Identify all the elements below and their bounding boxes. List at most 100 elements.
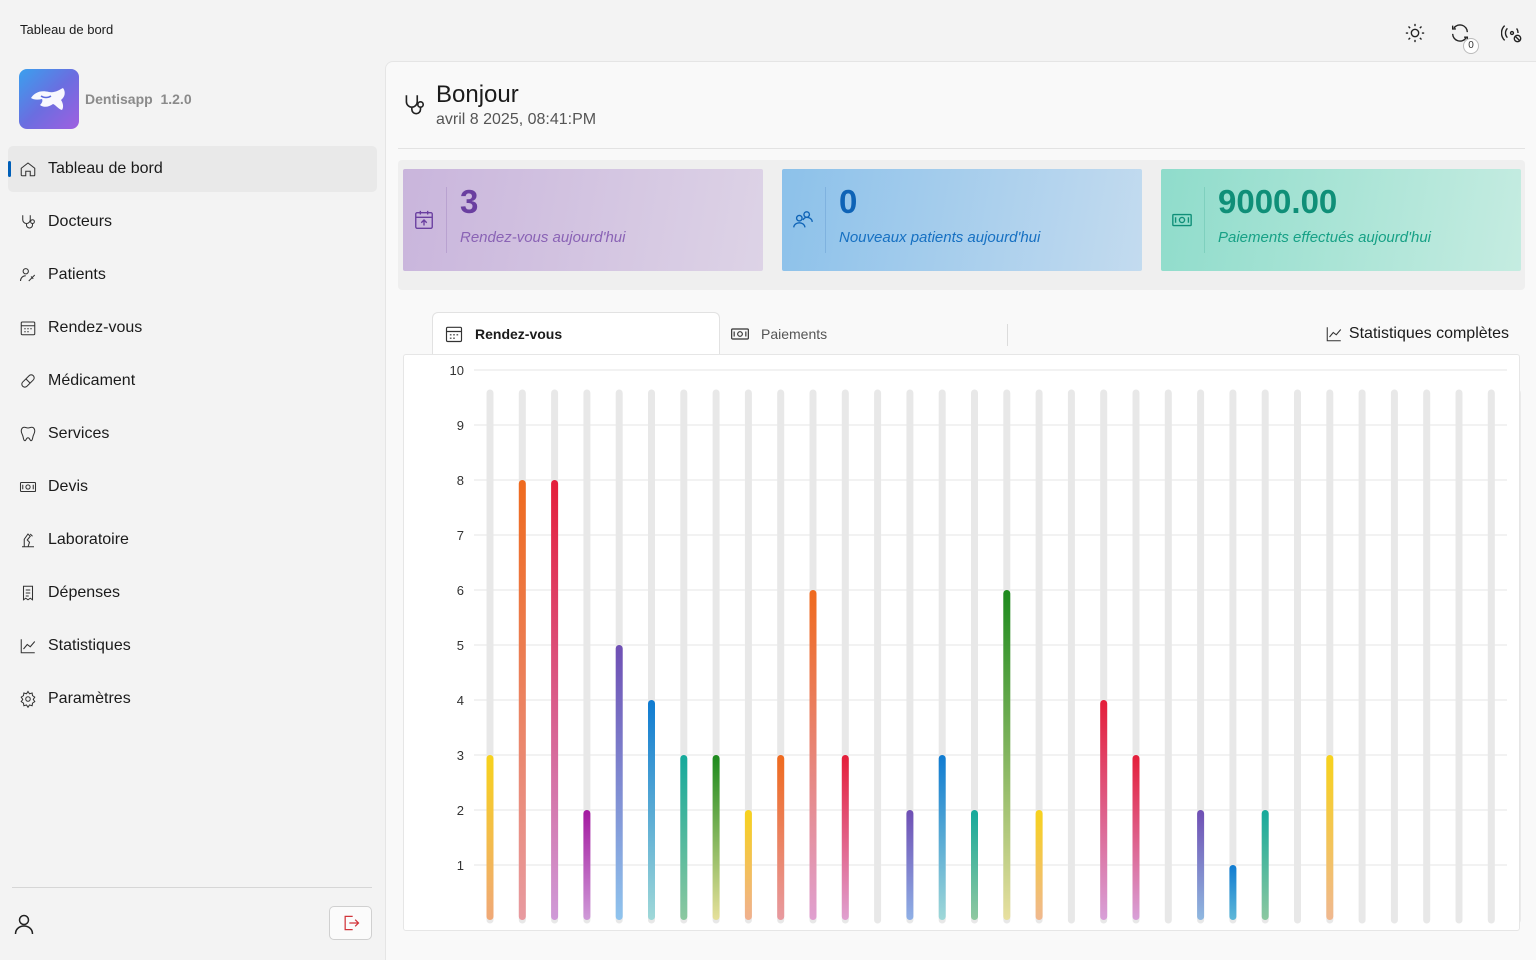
sync-button[interactable]: 0 bbox=[1447, 20, 1479, 54]
bar[interactable] bbox=[615, 645, 623, 920]
bar[interactable] bbox=[1197, 810, 1205, 920]
y-tick-label: 2 bbox=[457, 803, 464, 818]
sidebar-item-label: Services bbox=[48, 425, 110, 442]
card-value: 0 bbox=[839, 183, 858, 220]
sidebar-item-tableau-de-bord[interactable]: Tableau de bord bbox=[8, 146, 377, 192]
sidebar-item-parametres[interactable]: Paramètres bbox=[8, 676, 377, 722]
bar[interactable] bbox=[1035, 810, 1043, 920]
gear-icon bbox=[19, 690, 37, 708]
sidebar-item-laboratoire[interactable]: Laboratoire bbox=[8, 517, 377, 563]
sidebar-item-medicament[interactable]: Médicament bbox=[8, 358, 377, 404]
y-tick-label: 5 bbox=[457, 638, 464, 653]
sync-count-badge: 0 bbox=[1463, 38, 1479, 54]
main-panel: Bonjour avril 8 2025, 08:41:PM 3 Rendez-… bbox=[385, 61, 1536, 960]
bar[interactable] bbox=[1003, 590, 1011, 920]
bar[interactable] bbox=[744, 810, 752, 920]
card-label: Paiements effectués aujourd'hui bbox=[1218, 229, 1431, 246]
card-label: Nouveaux patients aujourd'hui bbox=[839, 229, 1041, 246]
window-title: Tableau de bord bbox=[20, 22, 114, 37]
tab-label: Paiements bbox=[761, 325, 828, 342]
current-datetime: avril 8 2025, 08:41:PM bbox=[436, 111, 597, 128]
sidebar-item-label: Tableau de bord bbox=[48, 160, 163, 177]
calendar-icon bbox=[19, 319, 37, 337]
bar[interactable] bbox=[583, 810, 591, 920]
sidebar-item-label: Docteurs bbox=[48, 213, 113, 230]
card-appointments-today[interactable]: 3 Rendez-vous aujourd'hui bbox=[403, 169, 763, 271]
bar[interactable] bbox=[841, 755, 849, 920]
calendar-icon bbox=[413, 209, 435, 231]
logout-button[interactable] bbox=[329, 906, 372, 940]
y-tick-label: 7 bbox=[457, 528, 464, 543]
card-payments-today[interactable]: 9000.00 Paiements effectués aujourd'hui bbox=[1161, 169, 1521, 271]
bar[interactable] bbox=[906, 810, 914, 920]
chart-canvas: 1 2 3 4 5 6 7 8 9 10 bbox=[450, 363, 1521, 924]
sidebar-divider bbox=[12, 887, 372, 888]
sidebar-nav: Tableau de bord Docteurs Patients Rendez… bbox=[8, 146, 377, 729]
bar[interactable] bbox=[1100, 700, 1108, 920]
bar[interactable] bbox=[777, 755, 785, 920]
connection-icon[interactable] bbox=[1499, 20, 1525, 46]
sidebar-item-label: Devis bbox=[48, 478, 89, 495]
sidebar-item-label: Médicament bbox=[48, 372, 136, 389]
bar[interactable] bbox=[680, 755, 688, 920]
card-divider bbox=[825, 187, 826, 253]
sidebar-item-devis[interactable]: Devis bbox=[8, 464, 377, 510]
sidebar-item-label: Laboratoire bbox=[48, 531, 129, 548]
sidebar: Dentisapp 1.2.0 Tableau de bord Docteurs… bbox=[0, 60, 384, 960]
sidebar-item-label: Dépenses bbox=[48, 584, 121, 601]
tab-appointments[interactable]: Rendez-vous bbox=[432, 312, 720, 355]
tab-label: Rendez-vous bbox=[475, 326, 563, 342]
chart-icon bbox=[19, 637, 37, 655]
money-icon bbox=[19, 478, 37, 496]
bar[interactable] bbox=[1132, 755, 1140, 920]
bar[interactable] bbox=[712, 755, 720, 920]
y-tick-label: 3 bbox=[457, 748, 464, 763]
sun-icon[interactable] bbox=[1402, 20, 1428, 46]
app-name-version: Dentisapp 1.2.0 bbox=[85, 91, 192, 107]
header-divider bbox=[398, 148, 1525, 149]
sidebar-item-label: Rendez-vous bbox=[48, 319, 143, 336]
card-value: 3 bbox=[460, 183, 479, 220]
greeting-title: Bonjour bbox=[436, 81, 519, 108]
patients-icon bbox=[19, 266, 37, 284]
card-label: Rendez-vous aujourd'hui bbox=[460, 229, 626, 246]
sidebar-item-rendez-vous[interactable]: Rendez-vous bbox=[8, 305, 377, 351]
sidebar-item-patients[interactable]: Patients bbox=[8, 252, 377, 298]
lab-icon bbox=[19, 531, 37, 549]
sidebar-item-label: Statistiques bbox=[48, 637, 131, 654]
bar[interactable] bbox=[971, 810, 978, 920]
bar[interactable] bbox=[648, 700, 655, 920]
y-tick-label: 9 bbox=[457, 418, 464, 433]
bar[interactable] bbox=[486, 755, 494, 920]
money-icon bbox=[731, 327, 749, 340]
user-icon[interactable] bbox=[12, 912, 36, 936]
brand: Dentisapp 1.2.0 bbox=[19, 69, 192, 129]
sidebar-item-services[interactable]: Services bbox=[8, 411, 377, 457]
bar[interactable] bbox=[518, 480, 526, 920]
tooth-icon bbox=[19, 425, 37, 443]
bar[interactable] bbox=[938, 755, 946, 920]
card-value: 9000.00 bbox=[1218, 183, 1338, 220]
sidebar-item-depenses[interactable]: Dépenses bbox=[8, 570, 377, 616]
sidebar-item-docteurs[interactable]: Docteurs bbox=[8, 199, 377, 245]
bar[interactable] bbox=[1229, 865, 1237, 920]
bar[interactable] bbox=[1261, 810, 1269, 920]
stethoscope-icon bbox=[401, 92, 427, 118]
card-divider bbox=[1204, 187, 1205, 253]
chart-icon bbox=[1326, 326, 1342, 341]
card-divider bbox=[446, 187, 447, 253]
stethoscope-icon bbox=[19, 213, 37, 231]
bar[interactable] bbox=[1326, 755, 1334, 920]
sidebar-item-statistiques[interactable]: Statistiques bbox=[8, 623, 377, 669]
logout-icon bbox=[344, 915, 359, 931]
sidebar-item-label: Patients bbox=[48, 266, 106, 283]
card-new-patients-today[interactable]: 0 Nouveaux patients aujourd'hui bbox=[782, 169, 1142, 271]
bar[interactable] bbox=[809, 590, 817, 920]
y-tick-label: 1 bbox=[457, 858, 464, 873]
bar[interactable] bbox=[551, 480, 559, 920]
sidebar-item-label: Paramètres bbox=[48, 690, 131, 707]
tab-payments[interactable]: Paiements bbox=[730, 312, 1006, 355]
full-statistics-button[interactable]: Statistiques complètes bbox=[1325, 312, 1509, 355]
receipt-icon bbox=[19, 584, 37, 602]
y-tick-label: 8 bbox=[457, 473, 464, 488]
